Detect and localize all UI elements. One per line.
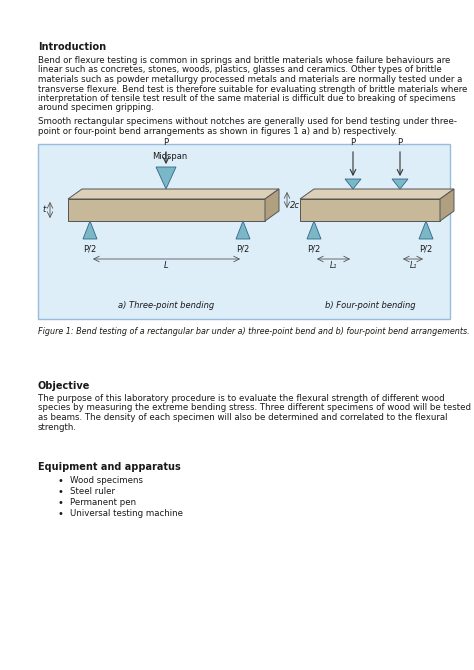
Text: •: • — [57, 498, 63, 508]
Text: P: P — [350, 138, 356, 147]
Text: as beams. The density of each specimen will also be determined and correlated to: as beams. The density of each specimen w… — [38, 413, 447, 422]
Polygon shape — [307, 221, 321, 239]
Text: Equipment and apparatus: Equipment and apparatus — [38, 462, 181, 472]
Polygon shape — [440, 189, 454, 221]
Text: Wood specimens: Wood specimens — [70, 476, 143, 485]
Text: •: • — [57, 476, 63, 486]
Polygon shape — [392, 179, 408, 189]
Text: Figure 1: Bend testing of a rectangular bar under a) three-point bend and b) fou: Figure 1: Bend testing of a rectangular … — [38, 327, 470, 336]
Polygon shape — [68, 199, 265, 221]
Text: materials such as powder metallurgy processed metals and materials are normally : materials such as powder metallurgy proc… — [38, 75, 462, 84]
Text: species by measuring the extreme bending stress. Three different specimens of wo: species by measuring the extreme bending… — [38, 403, 471, 413]
Text: Introduction: Introduction — [38, 42, 106, 52]
Polygon shape — [236, 221, 250, 239]
Text: Smooth rectangular specimens without notches are generally used for bend testing: Smooth rectangular specimens without not… — [38, 117, 457, 126]
Text: L₁: L₁ — [330, 261, 337, 270]
Text: P/2: P/2 — [83, 245, 97, 254]
Text: interpretation of tensile test result of the same material is difficult due to b: interpretation of tensile test result of… — [38, 94, 456, 103]
Polygon shape — [156, 167, 176, 189]
Text: Steel ruler: Steel ruler — [70, 487, 115, 496]
Text: point or four-point bend arrangements as shown in figures 1 a) and b) respective: point or four-point bend arrangements as… — [38, 127, 397, 135]
Text: a) Three-point bending: a) Three-point bending — [118, 301, 215, 310]
Text: Objective: Objective — [38, 381, 91, 391]
Polygon shape — [68, 189, 279, 199]
Text: P/2: P/2 — [307, 245, 320, 254]
Text: around specimen gripping.: around specimen gripping. — [38, 103, 154, 113]
Text: Midspan: Midspan — [152, 152, 188, 161]
Text: Bend or flexure testing is common in springs and brittle materials whose failure: Bend or flexure testing is common in spr… — [38, 56, 450, 65]
Text: The purpose of this laboratory procedure is to evaluate the flexural strength of: The purpose of this laboratory procedure… — [38, 394, 445, 403]
Text: P: P — [164, 138, 169, 147]
Polygon shape — [300, 189, 454, 199]
Text: L₁: L₁ — [410, 261, 417, 270]
Text: P: P — [397, 138, 402, 147]
Polygon shape — [419, 221, 433, 239]
Text: t: t — [43, 206, 46, 214]
Polygon shape — [265, 189, 279, 221]
Text: strength.: strength. — [38, 423, 77, 431]
Text: P/2: P/2 — [237, 245, 250, 254]
Text: 2c: 2c — [290, 200, 300, 210]
Text: L: L — [164, 261, 169, 270]
Text: linear such as concretes, stones, woods, plastics, glasses and ceramics. Other t: linear such as concretes, stones, woods,… — [38, 66, 442, 74]
Text: Permanent pen: Permanent pen — [70, 498, 136, 507]
Polygon shape — [345, 179, 361, 189]
Text: transverse flexure. Bend test is therefore suitable for evaluating strength of b: transverse flexure. Bend test is therefo… — [38, 84, 467, 94]
Polygon shape — [83, 221, 97, 239]
Text: b) Four-point bending: b) Four-point bending — [325, 301, 415, 310]
FancyBboxPatch shape — [38, 144, 450, 319]
Polygon shape — [300, 199, 440, 221]
Text: •: • — [57, 487, 63, 497]
Text: •: • — [57, 509, 63, 519]
Text: Universal testing machine: Universal testing machine — [70, 509, 183, 518]
Text: P/2: P/2 — [419, 245, 433, 254]
